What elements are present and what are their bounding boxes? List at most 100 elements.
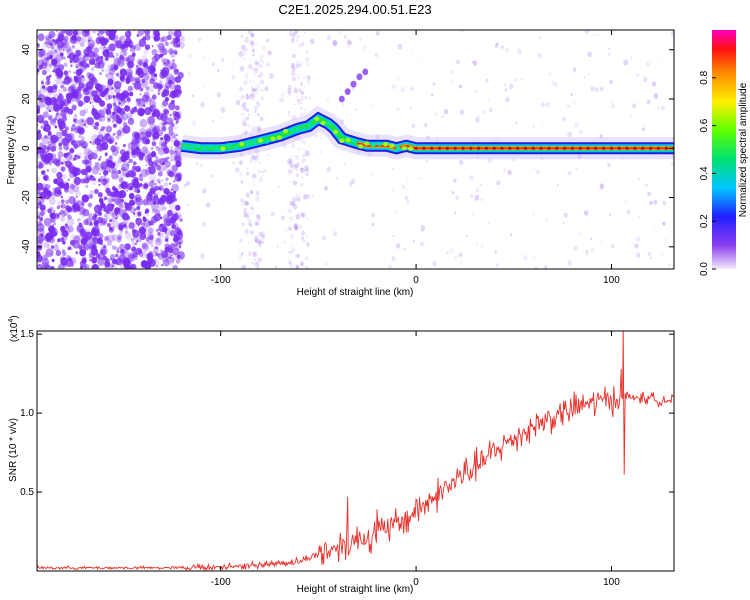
noise-speckle [292, 180, 297, 186]
noise-speckle [89, 141, 92, 144]
noise-speckle [251, 87, 256, 93]
noise-speckle [283, 240, 286, 244]
noise-speckle [291, 200, 295, 206]
noise-speckle [58, 156, 62, 160]
noise-speckle [53, 33, 57, 37]
noise-speckle [259, 73, 264, 79]
noise-speckle [103, 207, 108, 212]
noise-speckle [143, 72, 149, 79]
noise-speckle [118, 222, 124, 228]
noise-speckle [83, 123, 87, 127]
noise-speckle [75, 234, 82, 241]
noise-speckle [51, 266, 55, 269]
noise-speckle [157, 171, 163, 177]
noise-speckle [154, 111, 157, 114]
noise-speckle [259, 239, 263, 244]
noise-speckle [98, 129, 106, 138]
noise-speckle [37, 176, 40, 182]
noise-speckle [407, 188, 409, 191]
noise-speckle [165, 86, 170, 90]
noise-speckle [167, 118, 170, 121]
noise-speckle [57, 151, 64, 158]
noise-speckle [118, 177, 124, 183]
noise-speckle [299, 167, 303, 172]
noise-speckle [242, 117, 246, 122]
noise-speckle [585, 250, 588, 254]
noise-speckle [610, 101, 612, 104]
noise-speckle [295, 173, 299, 178]
noise-speckle [152, 138, 155, 141]
noise-speckle [287, 168, 293, 175]
noise-speckle [129, 107, 135, 114]
noise-speckle [245, 73, 249, 78]
noise-speckle [148, 115, 156, 124]
noise-speckle [306, 50, 309, 54]
noise-speckle [242, 101, 247, 108]
noise-speckle [249, 190, 254, 195]
noise-speckle [260, 116, 264, 121]
snr-multiplier: (x104) [8, 315, 20, 342]
noise-speckle [660, 252, 664, 256]
noise-speckle [170, 159, 173, 162]
noise-speckle [98, 113, 102, 117]
signal-ridge [179, 68, 674, 160]
noise-speckle [143, 48, 149, 55]
noise-speckle [417, 177, 421, 180]
noise-speckle [112, 95, 116, 99]
noise-speckle [232, 63, 234, 65]
noise-speckle [325, 261, 329, 267]
noise-speckle [121, 230, 124, 233]
noise-speckle [40, 119, 44, 125]
snr-xlabel: Height of straight line (km) [297, 584, 414, 595]
noise-speckle [306, 75, 311, 81]
noise-speckle [88, 85, 92, 90]
noise-speckle [85, 63, 90, 68]
noise-speckle [67, 214, 72, 220]
noise-speckle [68, 55, 71, 58]
noise-speckle [301, 230, 306, 236]
noise-speckle [139, 131, 147, 140]
noise-speckle [291, 34, 296, 40]
noise-speckle [52, 84, 58, 90]
noise-speckle [127, 160, 130, 164]
noise-speckle [343, 162, 346, 166]
noise-speckle [580, 222, 584, 227]
noise-speckle [60, 195, 64, 199]
noise-speckle [653, 228, 656, 231]
noise-speckle [40, 82, 48, 92]
noise-speckle [635, 236, 641, 242]
noise-speckle [105, 87, 109, 93]
noise-speckle [45, 248, 54, 257]
noise-speckle [267, 153, 270, 157]
noise-speckle [295, 265, 300, 269]
noise-speckle [244, 229, 249, 235]
noise-speckle [108, 36, 111, 40]
noise-speckle [583, 75, 586, 79]
noise-speckle [76, 200, 85, 209]
noise-speckle [239, 238, 243, 243]
y-tick-label: 0 [21, 145, 32, 151]
noise-speckle [123, 122, 128, 127]
noise-speckle [113, 187, 119, 193]
noise-speckle [155, 145, 160, 151]
noise-speckle [75, 65, 79, 69]
noise-speckle [534, 266, 538, 269]
noise-speckle [146, 116, 155, 125]
noise-speckle [198, 38, 201, 42]
noise-speckle [100, 45, 105, 50]
noise-speckle [166, 73, 173, 80]
noise-speckle [509, 232, 513, 237]
noise-speckle [537, 52, 542, 59]
noise-speckle [106, 113, 112, 120]
noise-speckle [146, 236, 154, 245]
noise-speckle [583, 210, 589, 216]
noise-speckle [160, 112, 168, 122]
colorbar-ticks: 0.00.20.40.60.8 [699, 70, 716, 276]
noise-speckle [255, 100, 258, 104]
noise-speckle [60, 216, 66, 222]
noise-speckle [243, 211, 248, 218]
noise-speckle [68, 70, 71, 73]
noise-speckle [171, 139, 174, 143]
ridge-blob [389, 143, 395, 148]
noise-speckle [287, 158, 292, 165]
